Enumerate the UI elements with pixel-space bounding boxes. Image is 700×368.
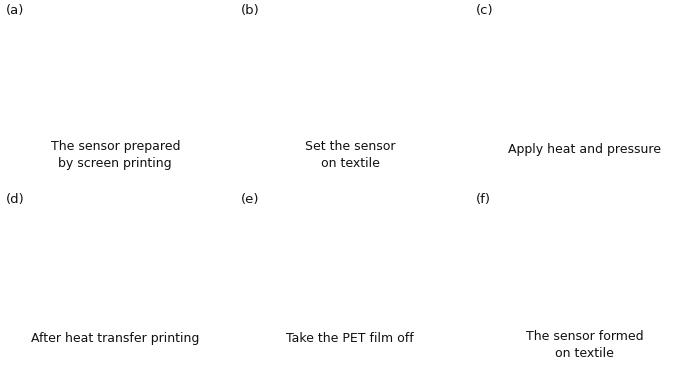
- Text: Set the sensor
on textile: Set the sensor on textile: [304, 140, 395, 170]
- Text: (d): (d): [6, 193, 25, 206]
- Text: (a): (a): [6, 4, 25, 17]
- Text: (c): (c): [475, 4, 493, 17]
- Text: The sensor formed
on textile: The sensor formed on textile: [526, 330, 643, 360]
- Text: (f): (f): [475, 193, 491, 206]
- Text: (e): (e): [241, 193, 259, 206]
- Text: Apply heat and pressure: Apply heat and pressure: [508, 142, 662, 156]
- Text: The sensor prepared
by screen printing: The sensor prepared by screen printing: [50, 140, 180, 170]
- Text: (b): (b): [241, 4, 260, 17]
- Text: Take the PET film off: Take the PET film off: [286, 332, 414, 345]
- Text: After heat transfer printing: After heat transfer printing: [31, 332, 200, 345]
